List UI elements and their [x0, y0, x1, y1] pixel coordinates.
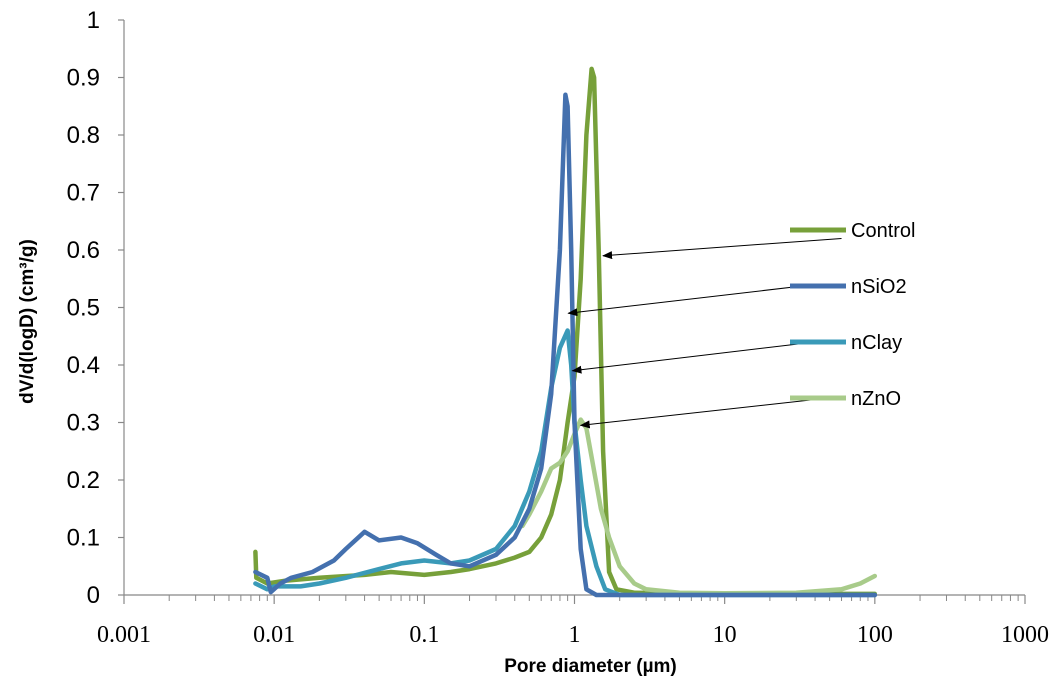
- y-tick-label: 0.8: [67, 122, 100, 149]
- x-axis-title: Pore diameter (µm): [504, 656, 677, 677]
- legend: Control nSiO2 nClay nZnO: [790, 220, 915, 410]
- annotation-arrow-control: [602, 238, 842, 260]
- series-layer: [253, 66, 878, 598]
- y-tick-label: 0.4: [67, 352, 100, 379]
- y-tick-label: 0: [87, 582, 100, 609]
- y-tick-label: 1: [87, 7, 100, 34]
- y-tick-label: 0.5: [67, 295, 100, 322]
- x-tick-label: 0.001: [97, 622, 151, 648]
- x-tick-label: 10: [713, 622, 737, 648]
- legend-label-control: Control: [851, 220, 915, 242]
- y-tick-label: 0.3: [67, 410, 100, 437]
- y-axis-title: dV/d(logD) (cm³/g): [17, 239, 38, 404]
- legend-label-nclay: nClay: [851, 332, 902, 354]
- y-tick-label: 0.6: [67, 237, 100, 264]
- x-tick-label: 0.1: [409, 622, 439, 648]
- annotation-arrow-nzno: [579, 399, 816, 429]
- legend-label-nzno: nZnO: [851, 388, 901, 410]
- annotation-arrow-nsio2: [567, 284, 816, 317]
- annotation-arrow-nclay: [571, 341, 816, 374]
- arrow-layer: [567, 238, 842, 429]
- ticks-layer: 0 0.1 0.2 0.3 0.4 0.5 0.6 0.7 0.8 0.9 1 0.001 0.01 0.…: [67, 7, 1049, 648]
- y-tick-label: 0.9: [67, 65, 100, 92]
- y-tick-label: 0.7: [67, 180, 100, 207]
- x-tick-label: 100: [857, 622, 893, 648]
- x-tick-label: 1: [569, 622, 581, 648]
- series-line-nsio2: [253, 92, 878, 598]
- y-tick-label: 0.1: [67, 525, 100, 552]
- y-tick-label: 0.2: [67, 467, 100, 494]
- x-tick-label: 0.01: [253, 622, 295, 648]
- series-line-nclay: [253, 328, 878, 598]
- legend-label-nsio2: nSiO2: [851, 276, 907, 298]
- x-tick-label: 1000: [1001, 622, 1049, 648]
